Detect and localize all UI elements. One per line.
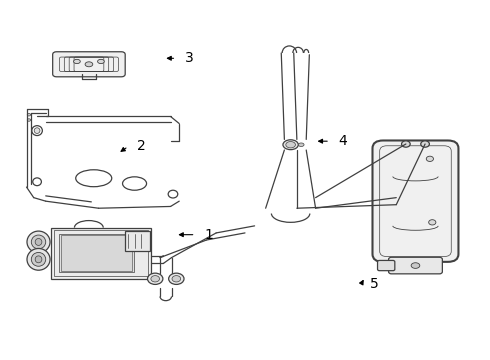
FancyBboxPatch shape [61, 235, 132, 271]
FancyBboxPatch shape [377, 260, 395, 271]
Ellipse shape [168, 190, 178, 198]
Ellipse shape [172, 276, 181, 282]
Text: 4: 4 [339, 134, 347, 148]
Ellipse shape [429, 220, 436, 225]
Ellipse shape [122, 177, 147, 190]
FancyBboxPatch shape [389, 257, 442, 274]
Ellipse shape [31, 252, 46, 266]
Ellipse shape [85, 62, 93, 67]
Ellipse shape [33, 178, 41, 186]
Ellipse shape [32, 126, 42, 136]
Text: 5: 5 [370, 277, 379, 291]
Ellipse shape [426, 156, 434, 162]
Ellipse shape [298, 143, 304, 147]
Ellipse shape [421, 141, 429, 147]
Text: 2: 2 [137, 139, 146, 153]
Ellipse shape [27, 248, 50, 270]
Ellipse shape [169, 273, 184, 284]
Ellipse shape [401, 141, 410, 147]
Ellipse shape [76, 170, 112, 187]
FancyBboxPatch shape [125, 231, 150, 251]
FancyBboxPatch shape [50, 228, 151, 279]
FancyBboxPatch shape [53, 52, 125, 77]
Ellipse shape [35, 238, 42, 246]
FancyBboxPatch shape [59, 234, 134, 273]
Text: 3: 3 [185, 51, 194, 65]
Ellipse shape [31, 235, 46, 249]
Ellipse shape [27, 231, 50, 253]
FancyBboxPatch shape [372, 140, 459, 262]
Ellipse shape [283, 140, 298, 150]
Ellipse shape [74, 59, 80, 64]
Text: 1: 1 [204, 228, 213, 242]
FancyBboxPatch shape [54, 230, 147, 276]
Ellipse shape [27, 119, 30, 121]
Ellipse shape [27, 113, 30, 116]
Ellipse shape [151, 276, 160, 282]
Ellipse shape [147, 273, 163, 284]
Ellipse shape [34, 128, 40, 134]
Ellipse shape [98, 59, 104, 64]
Ellipse shape [411, 263, 420, 268]
Ellipse shape [35, 256, 42, 263]
Ellipse shape [286, 141, 295, 148]
